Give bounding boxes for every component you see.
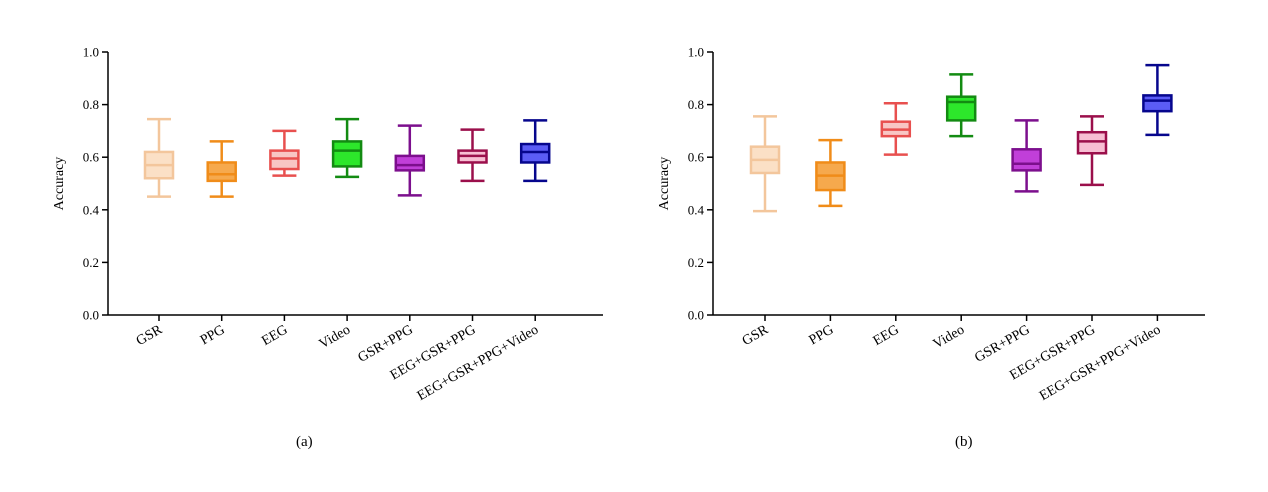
x-tick-label: GSR — [134, 322, 166, 349]
box-eeg-gsr-ppg-video — [519, 119, 551, 183]
x-tick-label: EEG — [259, 322, 290, 349]
box-gsr — [749, 115, 781, 213]
x-tick-label: EEG — [871, 322, 902, 349]
box-iqr — [1011, 148, 1042, 172]
y-tick-label: 0.6 — [688, 150, 705, 165]
box-iqr — [945, 95, 977, 122]
y-tick-label: 1.0 — [83, 45, 99, 60]
box-ppg — [206, 140, 237, 198]
y-tick-label: 0.2 — [688, 255, 704, 270]
y-tick-label: 0.8 — [688, 97, 704, 112]
panel-label-a: (a) — [296, 434, 313, 450]
x-tick-label: EEG+GSR+PPG+Video — [1037, 322, 1163, 404]
y-axis-label: Accuracy — [52, 157, 67, 211]
panel-label-b: (b) — [955, 434, 973, 450]
x-tick-label: PPG — [807, 322, 837, 348]
y-tick-label: 0.8 — [83, 97, 99, 112]
panel-a: 0.0 0.2 0.4 0.6 0.8 1.0 Accuracy GSR PPG EEG Video… — [52, 45, 603, 404]
y-tick-label: 1.0 — [688, 45, 704, 60]
box-eeg-gsr-ppg — [457, 128, 488, 183]
box-gsr-ppg — [394, 124, 426, 197]
box-iqr — [394, 154, 426, 172]
box-iqr — [1076, 130, 1108, 155]
y-tick-label: 0.6 — [83, 150, 100, 165]
box-iqr — [331, 140, 363, 168]
box-gsr-ppg — [1011, 119, 1042, 193]
box-eeg-gsr-ppg-video — [1142, 63, 1173, 137]
box-gsr — [143, 117, 175, 198]
box-iqr — [519, 142, 551, 164]
box-eeg — [880, 102, 912, 156]
box-iqr — [1142, 94, 1173, 113]
y-tick-label: 0.4 — [688, 202, 705, 217]
y-tick-label: 0.2 — [83, 255, 99, 270]
y-tick-label: 0.0 — [83, 308, 99, 323]
x-tick-label: GSR+PPG — [972, 322, 1032, 365]
box-video — [331, 117, 363, 179]
box-eeg-gsr-ppg — [1076, 115, 1108, 187]
panel-b: 0.0 0.2 0.4 0.6 0.8 1.0 Accuracy GSR PPG EEG Video… — [657, 45, 1205, 404]
box-video — [945, 73, 977, 138]
y-axis-label: Accuracy — [657, 157, 672, 211]
box-iqr — [206, 161, 237, 183]
y-tick-label: 0.4 — [83, 202, 100, 217]
x-tick-label: Video — [931, 322, 967, 352]
x-tick-label: PPG — [198, 322, 228, 348]
x-tick-label: Video — [317, 322, 353, 352]
box-ppg — [815, 138, 846, 208]
y-tick-label: 0.0 — [688, 308, 704, 323]
box-eeg — [269, 129, 300, 177]
box-iqr — [269, 149, 300, 171]
x-tick-label: GSR — [740, 322, 772, 349]
